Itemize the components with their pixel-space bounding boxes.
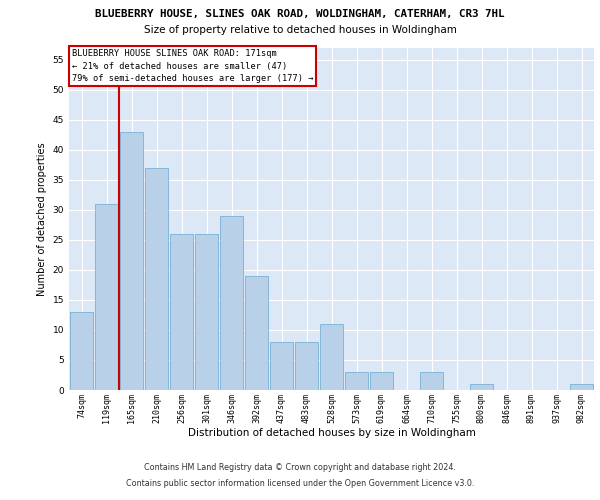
- Bar: [220, 216, 243, 390]
- Bar: [470, 384, 493, 390]
- Bar: [295, 342, 318, 390]
- Bar: [70, 312, 93, 390]
- Bar: [320, 324, 343, 390]
- Bar: [570, 384, 593, 390]
- Bar: [95, 204, 118, 390]
- Bar: [345, 372, 368, 390]
- Y-axis label: Number of detached properties: Number of detached properties: [37, 142, 47, 296]
- Text: Size of property relative to detached houses in Woldingham: Size of property relative to detached ho…: [143, 25, 457, 35]
- Bar: [245, 276, 268, 390]
- X-axis label: Distribution of detached houses by size in Woldingham: Distribution of detached houses by size …: [188, 428, 475, 438]
- Bar: [145, 168, 168, 390]
- Bar: [420, 372, 443, 390]
- Bar: [170, 234, 193, 390]
- Bar: [120, 132, 143, 390]
- Text: Contains HM Land Registry data © Crown copyright and database right 2024.: Contains HM Land Registry data © Crown c…: [144, 464, 456, 472]
- Bar: [370, 372, 393, 390]
- Bar: [195, 234, 218, 390]
- Text: BLUEBERRY HOUSE, SLINES OAK ROAD, WOLDINGHAM, CATERHAM, CR3 7HL: BLUEBERRY HOUSE, SLINES OAK ROAD, WOLDIN…: [95, 9, 505, 19]
- Text: BLUEBERRY HOUSE SLINES OAK ROAD: 171sqm
← 21% of detached houses are smaller (47: BLUEBERRY HOUSE SLINES OAK ROAD: 171sqm …: [71, 49, 313, 83]
- Bar: [270, 342, 293, 390]
- Text: Contains public sector information licensed under the Open Government Licence v3: Contains public sector information licen…: [126, 478, 474, 488]
